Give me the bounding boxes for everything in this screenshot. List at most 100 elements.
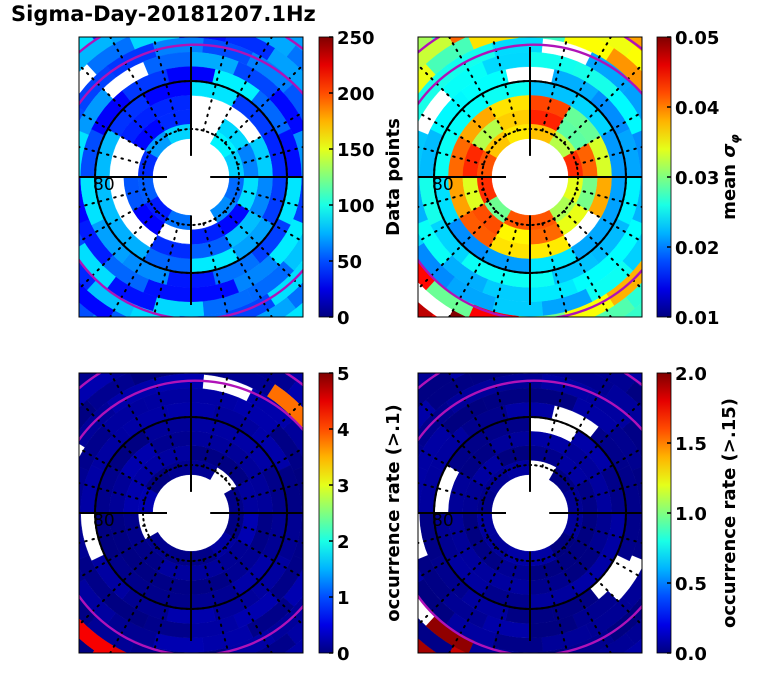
heatmap-bin (0, 408, 42, 448)
heatmap-bin (371, 361, 414, 405)
heatmap-bin (301, 0, 344, 19)
heatmap-bin (24, 62, 61, 110)
heatmap-bin (732, 315, 759, 363)
heatmap-bin (324, 0, 371, 7)
heatmap-bin (354, 337, 399, 382)
colorbar-tick-label: 5 (337, 364, 350, 385)
heatmap-bin (736, 288, 759, 334)
heatmap-bin (541, 9, 591, 34)
heatmap-bin (511, 654, 546, 674)
heatmap-bin (446, 315, 483, 364)
heatmap-bin (719, 253, 759, 296)
heatmap-bin (717, 290, 759, 335)
heatmap-bin (0, 335, 40, 381)
heatmap-bin (149, 234, 192, 259)
lat-label-80: 80 (93, 175, 115, 195)
heatmap-bin (40, 63, 79, 111)
heatmap-bin (746, 269, 759, 319)
heatmap-bin (29, 380, 78, 418)
heatmap-bin (0, 210, 42, 248)
heatmap-bin (463, 316, 499, 365)
heatmap-bin (746, 605, 759, 655)
heatmap-bin (8, 397, 43, 446)
heatmap-bins (191, 0, 759, 439)
heatmap-bin (718, 311, 759, 358)
lat-label-70: 70 (336, 175, 358, 195)
heatmap-bin (11, 0, 58, 7)
colorbar-tick-label: 100 (337, 196, 375, 217)
heatmap-bin (10, 200, 37, 250)
heatmap-bin (379, 332, 420, 379)
heatmap-bin (15, 1, 60, 46)
heatmap-bin (347, 580, 382, 629)
heatmap-bin (8, 580, 43, 629)
heatmap-bin (0, 497, 50, 532)
heatmap-bin (361, 333, 403, 380)
heatmap-bin (0, 0, 38, 6)
colorbar-tick-label: 0 (337, 644, 350, 665)
heatmap-bin (301, 311, 342, 358)
heatmap-bin (247, 0, 296, 23)
heatmap-bin (755, 208, 759, 251)
heatmap-bin (0, 415, 1, 466)
heatmap-bin (14, 405, 63, 443)
heatmap-bin (0, 274, 23, 317)
heatmap-bin (50, 0, 99, 12)
heatmap-bin (0, 332, 3, 379)
heatmap-bin (410, 0, 460, 15)
colorbar-label-sigma: σ (719, 143, 740, 158)
heatmap-bin (448, 645, 468, 653)
heatmap-bin (430, 37, 438, 41)
colorbar-tick-label: 2.0 (675, 364, 707, 385)
heatmap-bin (720, 79, 750, 130)
heatmap-bin (739, 395, 759, 439)
heatmap-bin (418, 107, 425, 123)
heatmap-bin (202, 345, 252, 370)
heatmap-bin (0, 372, 8, 421)
heatmap-bin (179, 331, 229, 349)
heatmap-bin (362, 488, 378, 538)
heatmap-bin (0, 239, 21, 280)
heatmap-bin (0, 410, 21, 451)
heatmap-bin (418, 231, 425, 247)
heatmap-bin (37, 488, 53, 539)
heatmap-bin (350, 0, 397, 7)
heatmap-bin (353, 464, 374, 513)
heatmap-bin (369, 0, 417, 9)
heatmap-bin (0, 190, 49, 226)
heatmap-bin (15, 337, 60, 382)
heatmap-bin (411, 0, 450, 39)
colorbar-gradient (318, 36, 334, 318)
heatmap-bin (430, 649, 438, 653)
heatmap-bin (0, 560, 1, 611)
colorbar: 0.0 0.5 1.0 1.5 2.0 occurrence rate (>.15) (656, 364, 740, 665)
heatmap-bin (179, 0, 229, 13)
heatmap-bin (0, 214, 7, 255)
colorbar-tick-label: 2 (337, 532, 350, 553)
heatmap-bin (732, 651, 759, 674)
heatmap-bin (0, 277, 43, 319)
heatmap-bin (746, 371, 759, 421)
heatmap-bin (0, 269, 8, 318)
heatmap-bin (369, 345, 417, 385)
heatmap-bin (207, 319, 243, 369)
heatmap-bin (372, 339, 418, 382)
heatmap-bin (202, 656, 252, 674)
heatmap-bin (266, 0, 307, 18)
heatmap-bin (25, 200, 53, 250)
heatmap-bin (33, 3, 79, 46)
heatmap-bin (0, 374, 3, 418)
colorbar-tick-label: 200 (337, 84, 375, 105)
heatmap-bin (191, 0, 227, 35)
heatmap-bin (751, 463, 759, 513)
heatmap-bin (331, 0, 376, 6)
heatmap-bin (379, 311, 420, 358)
heatmap-bin (374, 36, 411, 85)
heatmap-bin (0, 435, 7, 476)
heatmap-bin (564, 334, 614, 363)
panel-bottom-left: 607080012345occurrence rate (>.1) (0, 190, 546, 674)
colorbar-tick-label: 250 (337, 28, 375, 49)
heatmap-bin (739, 251, 759, 295)
heatmap-bin (564, 326, 614, 355)
colorbar-tick-label: 50 (337, 252, 362, 273)
